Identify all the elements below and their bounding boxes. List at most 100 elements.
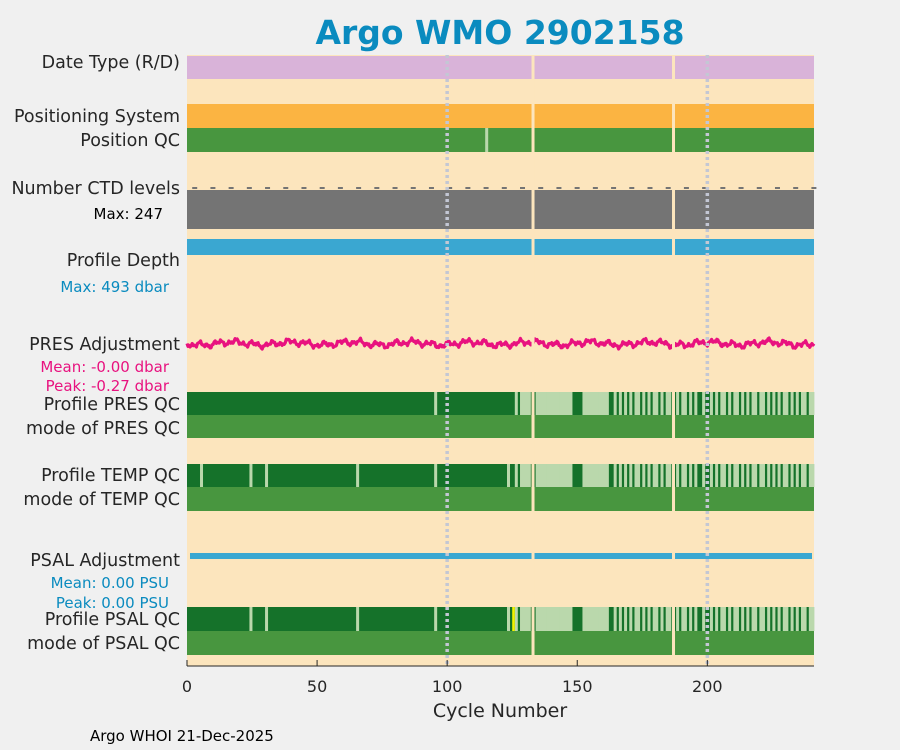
qc-light-mark: [702, 464, 706, 487]
qc-light-mark: [587, 607, 591, 631]
qc-light-mark: [514, 607, 518, 631]
qc-light-mark: [655, 392, 659, 415]
ctd-speck: [283, 187, 289, 189]
qc-light-mark: [613, 392, 617, 415]
qc-light-mark: [782, 607, 786, 631]
row-7: [187, 392, 815, 415]
qc-light-mark: [561, 607, 565, 631]
ctd-speck: [556, 187, 562, 189]
qc-light-mark: [709, 607, 713, 631]
qc-light-mark: [520, 464, 524, 487]
qc-light-mark: [551, 607, 555, 631]
qc-light-mark: [546, 607, 550, 631]
qc-light-mark: [548, 392, 552, 415]
row-label: PRES Adjustment: [29, 335, 180, 355]
qc-light-mark: [772, 392, 776, 415]
qc-light-mark: [624, 464, 628, 487]
qc-light-mark: [800, 392, 804, 415]
qc-light-mark: [702, 392, 706, 415]
qc-light-mark: [767, 607, 771, 631]
ctd-speck: [301, 187, 307, 189]
qc-light-mark: [647, 607, 651, 631]
qc-light-mark: [790, 607, 794, 631]
qc-light-mark: [761, 607, 765, 631]
qc-light-mark: [603, 392, 607, 415]
row-10: [187, 487, 814, 511]
qc-light-mark: [655, 464, 659, 487]
qc-light-mark: [759, 607, 763, 631]
qc-light-mark: [746, 464, 750, 487]
qc-light-mark: [618, 392, 622, 415]
qc-light-mark: [540, 464, 544, 487]
qc-light-mark: [777, 607, 781, 631]
qc-light-mark: [592, 464, 596, 487]
qc-light-mark: [522, 392, 526, 415]
qc-light-mark: [660, 392, 664, 415]
qc-light-mark: [569, 607, 573, 631]
qc-light-mark: [668, 607, 672, 631]
qc-light-mark: [751, 464, 755, 487]
qc-light-mark: [808, 464, 812, 487]
row-bar: [187, 190, 814, 229]
qc-light-mark: [759, 392, 763, 415]
qc-light-mark: [785, 392, 789, 415]
qc-light-mark: [735, 464, 739, 487]
qc-light-mark: [767, 392, 771, 415]
row-bars: [185, 56, 817, 655]
qc-light-mark: [689, 392, 693, 415]
qc-light-mark: [514, 392, 518, 415]
qc-light-mark: [561, 464, 565, 487]
qc-light-mark: [525, 464, 529, 487]
ctd-speck: [774, 187, 780, 189]
row-label: PSAL Adjustment: [30, 551, 180, 571]
qc-light-mark: [811, 392, 815, 415]
ctd-speck: [265, 187, 271, 189]
qc-light-mark: [520, 607, 524, 631]
x-tick-label: 50: [307, 677, 327, 696]
qc-light-mark: [676, 607, 680, 631]
row-3: [187, 128, 814, 152]
qc-light-mark: [761, 464, 765, 487]
row-labels: Date Type (R/D) Positioning System Positio…: [11, 53, 180, 654]
qc-light-mark: [559, 392, 563, 415]
qc-light-mark: [520, 392, 524, 415]
qc-light-mark: [676, 464, 680, 487]
row-label: Number CTD levels: [11, 179, 180, 199]
qc-light-mark: [522, 607, 526, 631]
qc-light-mark: [720, 607, 724, 631]
qc-light-mark: [660, 464, 664, 487]
qc-light-mark: [735, 392, 739, 415]
qc-light-mark: [527, 607, 531, 631]
ctd-speck: [702, 187, 708, 189]
qc-light-mark: [800, 464, 804, 487]
qc-light-mark: [525, 392, 529, 415]
qc-light-mark: [811, 607, 815, 631]
qc-light-mark: [535, 607, 539, 631]
cycle-gap-line: [672, 55, 676, 666]
qc-light-mark: [689, 464, 693, 487]
qc-light-mark: [434, 464, 438, 487]
qc-light-mark: [790, 392, 794, 415]
row-bar: [187, 392, 814, 415]
qc-light-mark: [746, 392, 750, 415]
qc-light-mark: [689, 607, 693, 631]
qc-light-mark: [535, 464, 539, 487]
qc-light-mark: [600, 607, 604, 631]
qc-light-mark: [795, 464, 799, 487]
qc-light-mark: [741, 392, 745, 415]
ctd-speck: [246, 187, 252, 189]
x-tick-label: 150: [562, 677, 593, 696]
qc-light-mark: [595, 607, 599, 631]
qc-light-mark: [735, 607, 739, 631]
ctd-speck: [683, 187, 689, 189]
qc-light-mark: [683, 464, 687, 487]
row-bar: [187, 128, 814, 152]
row-4: [187, 187, 817, 229]
qc-light-mark: [590, 464, 594, 487]
qc-light-mark: [546, 464, 550, 487]
qc-light-mark: [694, 392, 698, 415]
row-label: Profile Depth: [67, 251, 180, 271]
qc-light-mark: [522, 464, 526, 487]
qc-light-mark: [715, 392, 719, 415]
qc-light-mark: [642, 464, 646, 487]
